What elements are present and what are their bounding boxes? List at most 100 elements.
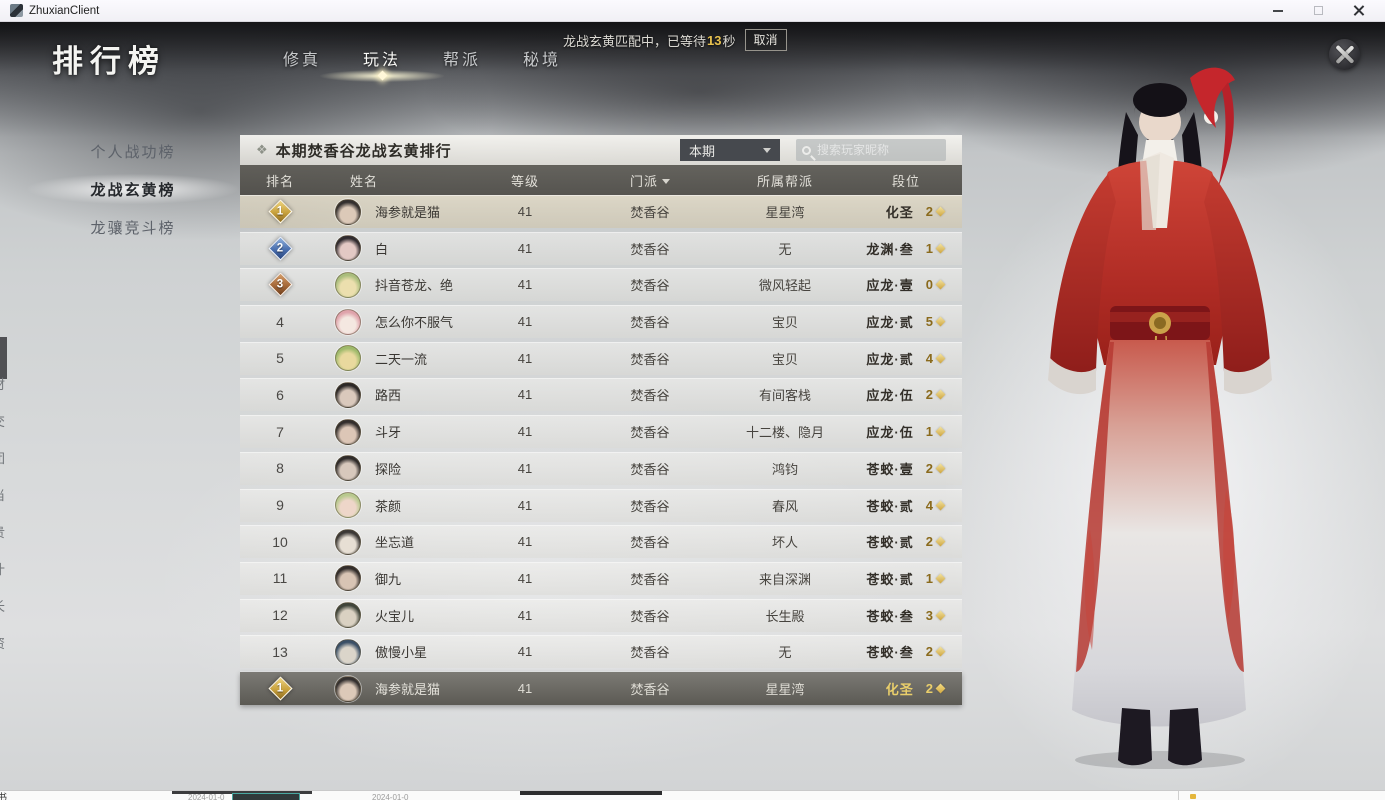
- player-level: 41: [517, 644, 533, 660]
- self-rank-row[interactable]: 1 海参就是猫 41 焚香谷 星星湾 化圣 2: [240, 672, 962, 705]
- tier-diamond-icon: [935, 353, 946, 364]
- player-name: 路西: [375, 388, 402, 404]
- table-header: 排名 姓名 等级 门派 所属帮派 段位: [240, 165, 962, 195]
- player-level: 41: [517, 424, 533, 440]
- table-row[interactable]: 6 路西 41 焚香谷 有间客栈 应龙·伍 2: [240, 378, 962, 412]
- rank-cell: 1: [240, 676, 320, 701]
- tier-cell: 苍蛟·叁 3: [850, 606, 962, 625]
- rank-cell: 10: [240, 534, 320, 550]
- avatar: [334, 381, 361, 408]
- rank-number: 12: [272, 607, 288, 624]
- tier-diamond-icon: [935, 463, 946, 474]
- tab-xiuzhen[interactable]: 修真: [282, 52, 321, 69]
- app-icon: [10, 4, 23, 17]
- character-illustration: [1048, 67, 1272, 769]
- avatar-cell: [320, 492, 375, 518]
- player-sect: 焚香谷: [630, 645, 670, 661]
- avatar-cell: [320, 528, 375, 555]
- tier-diamond-icon: [935, 610, 946, 621]
- table-row[interactable]: 3 抖音苍龙、绝 41 焚香谷 微风轻起 应龙·壹 0: [240, 268, 962, 302]
- clipped-chat-glyphs: 材交团当贵什长资: [0, 378, 8, 650]
- panel-close-button[interactable]: [1329, 39, 1360, 70]
- tier-count: 4: [925, 497, 933, 513]
- player-guild: 无: [778, 645, 792, 661]
- player-sect: 焚香谷: [630, 535, 670, 551]
- tab-bangpai[interactable]: 帮派: [442, 52, 481, 69]
- avatar: [334, 565, 361, 592]
- column-sect-filter[interactable]: 门派: [580, 171, 720, 190]
- rank-number: 6: [276, 386, 284, 403]
- player-level: 41: [517, 497, 533, 513]
- player-level: 41: [517, 204, 533, 219]
- avatar: [334, 308, 361, 335]
- player-name: 坐忘道: [375, 535, 415, 551]
- tab-mijing[interactable]: 秘境: [522, 52, 561, 69]
- rank-number: 13: [272, 643, 288, 660]
- minimize-button[interactable]: [1265, 3, 1291, 19]
- tier-diamond-icon: [935, 646, 946, 657]
- chevron-down-icon: [662, 178, 670, 184]
- period-dropdown[interactable]: 本期: [680, 139, 780, 161]
- table-row[interactable]: 11 御九 41 焚香谷 来自深渊 苍蛟·贰 1: [240, 561, 962, 595]
- player-guild: 长生殿: [765, 608, 805, 624]
- tier-diamond-icon: [935, 243, 946, 254]
- player-level: 41: [517, 277, 533, 293]
- table-row[interactable]: 5 二天一流 41 焚香谷 宝贝 应龙·贰 4: [240, 341, 962, 375]
- search-icon: [802, 145, 811, 155]
- page-title: 排行榜: [52, 44, 166, 79]
- sidebar-item-longzhan-xuanhuang[interactable]: 龙战玄黄榜: [28, 170, 238, 208]
- sidebar-item-personal-merit[interactable]: 个人战功榜: [90, 143, 176, 161]
- rank-number: 8: [276, 460, 284, 477]
- player-level: 41: [517, 607, 533, 623]
- avatar-cell: [320, 418, 375, 445]
- search-input[interactable]: [817, 143, 940, 157]
- rank-number: 7: [276, 423, 284, 440]
- background-window-sliver[interactable]: 书 2024-01-0 2024-01-0: [0, 790, 1385, 800]
- table-row[interactable]: 12 火宝儿 41 焚香谷 长生殿 苍蛟·叁 3: [240, 598, 962, 632]
- close-window-button[interactable]: [1345, 3, 1371, 19]
- tier-count: 3: [925, 607, 933, 623]
- player-sect: 焚香谷: [630, 571, 670, 587]
- player-sect: 焚香谷: [630, 608, 670, 624]
- tier-cell: 化圣 2: [850, 202, 962, 221]
- sidebar-item-longxiang-duel[interactable]: 龙骧竞斗榜: [90, 219, 176, 237]
- clover-icon: ❖: [256, 142, 268, 157]
- table-row[interactable]: 9 茶颜 41 焚香谷 春风 苍蛟·贰 4: [240, 488, 962, 522]
- column-name: 姓名: [350, 173, 379, 189]
- avatar-cell: [320, 345, 375, 372]
- avatar-cell: [320, 308, 375, 335]
- table-row[interactable]: 8 探险 41 焚香谷 鸿钧 苍蛟·壹 2: [240, 451, 962, 485]
- clipped-glyph: 什: [0, 563, 8, 576]
- table-row[interactable]: 7 斗牙 41 焚香谷 十二楼、隐月 应龙·伍 1: [240, 415, 962, 449]
- player-name: 火宝儿: [375, 608, 415, 624]
- tier-count: 2: [925, 204, 933, 219]
- avatar: [334, 271, 361, 298]
- tier-cell: 龙渊·叁 1: [850, 239, 962, 258]
- table-row[interactable]: 2 白 41 焚香谷 无 龙渊·叁 1: [240, 231, 962, 265]
- maximize-button[interactable]: [1305, 3, 1331, 19]
- table-row[interactable]: 1 海参就是猫 41 焚香谷 星星湾 化圣 2: [240, 195, 962, 228]
- avatar: [334, 345, 361, 372]
- tier-cell: 苍蛟·壹 2: [850, 459, 962, 478]
- player-name: 白: [375, 241, 389, 257]
- tier-name: 应龙·伍: [866, 425, 914, 441]
- tier-diamond-icon: [935, 279, 946, 290]
- character-model[interactable]: [1030, 60, 1290, 775]
- avatar: [334, 455, 361, 482]
- window-titlebar: ZhuxianClient: [0, 0, 1385, 22]
- player-sect: 焚香谷: [630, 205, 670, 220]
- cancel-matchmaking-button[interactable]: 取消: [744, 29, 787, 51]
- player-name: 海参就是猫: [375, 205, 441, 220]
- table-row[interactable]: 4 怎么你不服气 41 焚香谷 宝贝 应龙·贰 5: [240, 305, 962, 339]
- tier-name: 应龙·伍: [866, 388, 914, 404]
- table-row[interactable]: 13 傲慢小星 41 焚香谷 无 苍蛟·叁 2: [240, 635, 962, 669]
- tier-name: 应龙·壹: [866, 278, 914, 294]
- sliver-highlighted-item: [232, 793, 300, 800]
- tier-count: 1: [925, 424, 933, 440]
- tier-count: 2: [925, 644, 933, 660]
- tier-count: 2: [925, 387, 933, 403]
- tab-wanfa[interactable]: 玩法: [320, 46, 444, 82]
- column-tier: 段位: [891, 173, 920, 189]
- table-row[interactable]: 10 坐忘道 41 焚香谷 坏人 苍蛟·贰 2: [240, 525, 962, 559]
- tier-name: 苍蛟·壹: [866, 461, 914, 477]
